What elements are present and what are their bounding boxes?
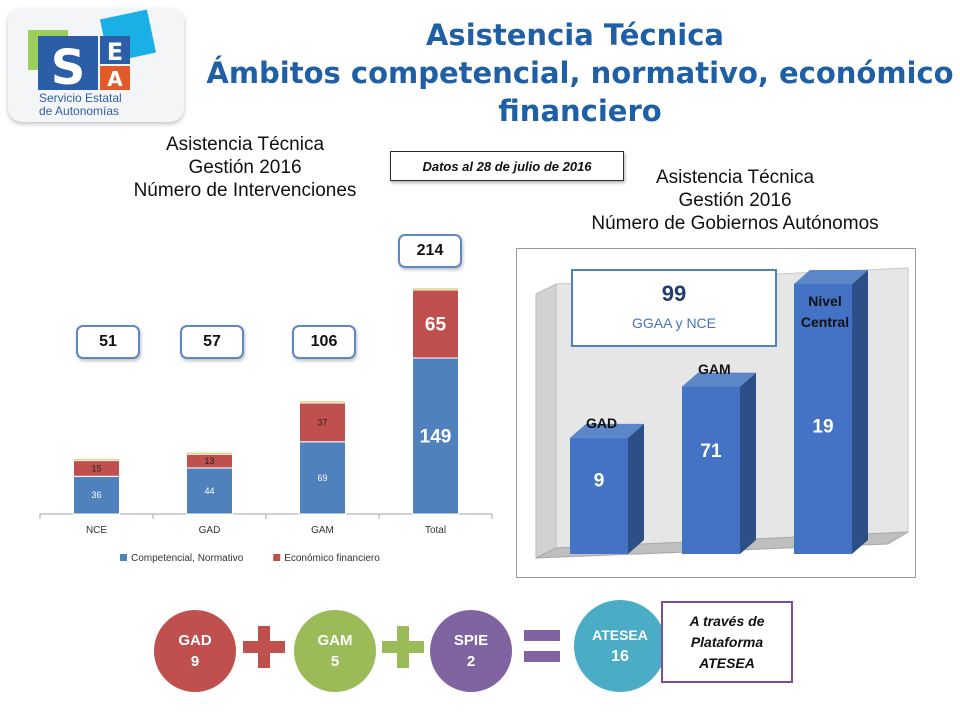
platform-line3: ATESEA (699, 654, 755, 671)
x-tick-label: GAD (199, 525, 221, 536)
side-wall (535, 283, 557, 559)
bar3d-top-gad (570, 423, 644, 438)
spie-circle-label: SPIE (453, 632, 489, 649)
bar-data-label: 149 (420, 426, 452, 447)
left-caption-line2: Gestión 2016 (188, 157, 302, 178)
legend-label: Económico financiero (284, 553, 380, 564)
gam-circle: GAM 5 (294, 610, 376, 692)
date-note: Datos al 28 de julio de 2016 (390, 151, 624, 181)
ggaa-callout-value: 99 (661, 281, 687, 306)
total-box-gad: 57 (180, 325, 244, 359)
spie-circle-value: 2 (466, 653, 476, 670)
logo-letter-s: S (51, 40, 86, 96)
ggaa-callout-label: GGAA y NCE (631, 315, 717, 331)
right-chart-caption: Asistencia Técnica Gestión 2016 Número d… (545, 166, 925, 235)
x-tick-label: GAM (311, 525, 334, 536)
bar3d-category-gad: GAD (586, 415, 617, 431)
page-title-line1: Asistencia Técnica (425, 18, 724, 52)
bar3d-category-gam: GAM (698, 361, 731, 377)
gam-circle-label: GAM (317, 632, 353, 649)
bar3d-category-nivel-1: Nivel (808, 293, 841, 309)
bar3d-top-nivel-central (794, 270, 868, 284)
right-caption-line3: Número de Gobiernos Autónomos (591, 213, 879, 234)
gad-circle-label: GAD (178, 632, 212, 649)
logo-letter-e: E (107, 38, 123, 66)
bar3d-front-gad (570, 437, 628, 554)
page-title-line2: Ámbitos competencial, normativo, económi… (206, 56, 954, 90)
ggaa-callout: 99 GGAA y NCE (571, 269, 777, 347)
atesea-circle: ATESEA 16 (574, 600, 666, 692)
legend-swatch (120, 554, 127, 561)
equals-icon (524, 630, 560, 662)
gam-circle-value: 5 (330, 653, 340, 670)
bar3d-value-gad: 9 (594, 471, 605, 492)
bar-segment-económico (299, 402, 346, 443)
bar-data-label: 69 (317, 473, 327, 483)
bar-segment-económico (186, 453, 233, 469)
bar-segment-competencial (73, 475, 120, 515)
bar-segment-económico (412, 289, 459, 359)
sea-logo: S E A Servicio Estatal de Autonomías (8, 8, 184, 122)
left-caption-line1: Asistencia Técnica (165, 134, 325, 155)
bar-segment-económico (73, 460, 120, 477)
bar3d-top-gam (682, 372, 756, 387)
page-title-line3: financiero (498, 94, 662, 128)
plus-icon (243, 626, 285, 668)
logo-subtitle-2: de Autonomías (39, 104, 120, 118)
gad-circle-value: 9 (190, 653, 200, 670)
total-box-gam: 106 (292, 325, 356, 359)
bar-segment-competencial (412, 357, 459, 515)
bar3d-value-nivel-central: 19 (812, 417, 833, 438)
spie-circle: SPIE 2 (430, 610, 512, 692)
legend-label: Competencial, Normativo (131, 553, 244, 564)
logo-subtitle-1: Servicio Estatal (39, 91, 122, 105)
x-tick-label: Total (425, 525, 446, 536)
total-box-total: 214 (398, 234, 462, 268)
total-box-nce: 51 (76, 325, 140, 359)
bar-data-label: 13 (204, 456, 214, 466)
bar3d-side-gad (628, 423, 644, 554)
bar3d-side-gam (740, 372, 756, 554)
left-chart-caption: Asistencia Técnica Gestión 2016 Número d… (95, 133, 395, 202)
bar-data-label: 36 (91, 490, 101, 500)
platform-line1: A través de (689, 612, 765, 629)
bar3d-front-gam (682, 386, 740, 554)
sea-logo-graphic: S E A (28, 9, 157, 96)
bar3d-value-gam: 71 (700, 441, 722, 462)
left-caption-line3: Número de Intervenciones (133, 180, 357, 201)
logo-letter-a: A (107, 67, 123, 91)
right-caption-line1: Asistencia Técnica (655, 167, 815, 188)
bar-data-label: 15 (91, 463, 101, 473)
bar-data-label: 65 (425, 314, 447, 335)
bar-data-label: 37 (317, 417, 327, 427)
gad-circle: GAD 9 (154, 610, 236, 692)
atesea-circle-label: ATESEA (592, 627, 648, 643)
bar-data-label: 44 (204, 486, 214, 496)
platform-box: A través de Plataforma ATESEA (661, 601, 793, 683)
bar3d-side-nivel-central (852, 270, 868, 554)
right-caption-line2: Gestión 2016 (678, 190, 792, 211)
platform-line2: Plataforma (690, 633, 764, 650)
bar3d-category-nivel-2: Central (801, 314, 849, 330)
plus-icon (382, 626, 424, 668)
atesea-circle-value: 16 (611, 648, 629, 665)
legend-swatch (273, 554, 281, 561)
stacked-bar-chart: 36 15 NCE 44 13 GAD 69 37 GAM 149 65 Total Competenc… (39, 288, 493, 564)
bar3d-front-nivel-central (794, 284, 852, 554)
x-tick-label: NCE (86, 525, 107, 536)
